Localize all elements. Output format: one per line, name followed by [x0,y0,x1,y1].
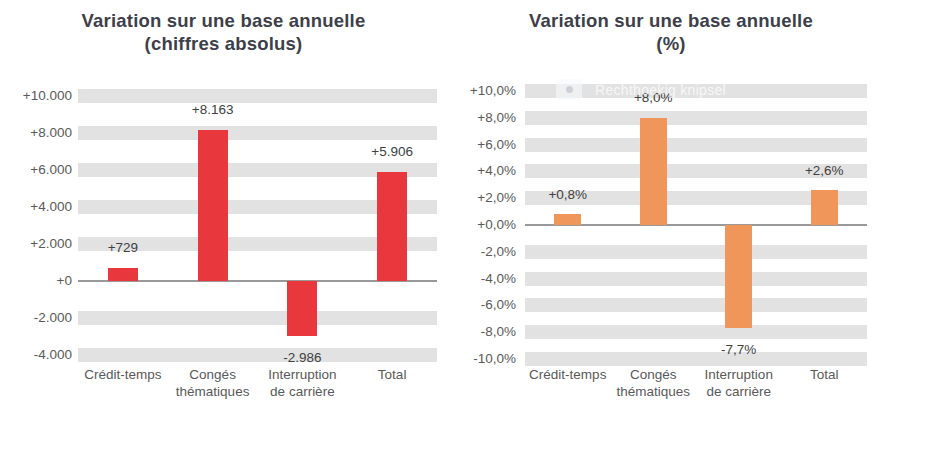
x-axis-category-label: Total [336,366,448,383]
chart-title-line2: (%) [656,33,685,54]
bar [198,130,228,281]
y-axis-tick-label: +2,0% [436,190,516,206]
y-axis-tick-label: -2.000 [0,310,72,326]
gridline-band [525,298,867,312]
y-axis-tick-label: +4.000 [0,199,72,215]
bar-value-label: -7,7% [694,341,784,358]
y-axis-tick-label: +0 [0,273,72,289]
y-axis-tick-label: -8,0% [436,324,516,340]
bar [725,225,752,328]
bar-value-label: +0,8% [523,186,613,203]
bar [640,118,667,225]
y-axis-tick-label: +6,0% [436,137,516,153]
bar [287,281,317,336]
gridline-band [78,126,437,140]
y-axis-tick-label: -4,0% [436,271,516,287]
y-axis-tick-label: +10.000 [0,88,72,104]
gridline-band [525,111,867,125]
bar-value-label: +5.906 [347,143,437,160]
chart-title-line1: Variation sur une base annuelle [529,10,813,31]
gridline-band [525,272,867,286]
bar-value-label: +729 [78,239,168,256]
chart-title-absolute: Variation sur une base annuelle(chiffres… [0,10,447,56]
chart-title-percent: Variation sur une base annuelle(%) [475,10,867,56]
y-axis-tick-label: +0,0% [436,217,516,233]
y-axis-tick-label: -6,0% [436,297,516,313]
gridline-band [78,311,437,325]
gridline-band [525,325,867,339]
bar-value-label: +2,6% [779,162,869,179]
gridline-band [525,245,867,259]
gridline-band [525,138,867,152]
bar-value-label: -2.986 [257,349,347,366]
y-axis-tick-label: -4.000 [0,347,72,363]
chart-title-line1: Variation sur une base annuelle [82,10,366,31]
y-axis-tick-label: +8.000 [0,125,72,141]
y-axis-tick-label: +6.000 [0,162,72,178]
y-axis-tick-label: -2,0% [436,244,516,260]
bar [554,214,581,225]
y-axis-tick-label: +4,0% [436,163,516,179]
y-axis-tick-label: -10,0% [436,351,516,367]
bar [108,268,138,281]
bar [377,172,407,281]
chart-title-line2: (chiffres absolus) [145,33,303,54]
y-axis-tick-label: +2.000 [0,236,72,252]
slide-canvas: Variation sur une base annuelle(chiffres… [0,0,945,462]
bar [811,190,838,225]
x-axis-category-label: Total [768,366,880,383]
bar-value-label: +8,0% [608,89,698,106]
bar-value-label: +8.163 [168,101,258,118]
y-axis-tick-label: +10,0% [436,83,516,99]
y-axis-tick-label: +8,0% [436,110,516,126]
